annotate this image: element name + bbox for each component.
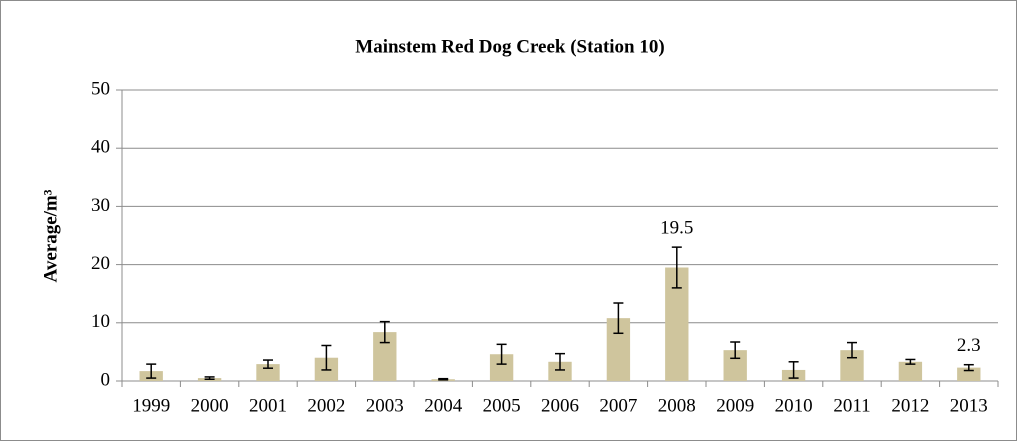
x-tick-label: 2005 <box>483 395 521 416</box>
x-tick-label: 2006 <box>541 395 579 416</box>
x-tick-label: 2013 <box>950 395 988 416</box>
bar <box>489 354 514 381</box>
x-tick-label: 2007 <box>599 395 637 416</box>
x-tick-label: 2000 <box>191 395 229 416</box>
y-tick-label: 0 <box>101 369 111 390</box>
x-tick-label: 2011 <box>833 395 870 416</box>
x-tick-label: 2008 <box>658 395 696 416</box>
bar <box>957 367 981 381</box>
y-tick-label: 40 <box>91 137 110 158</box>
data-label: 2.3 <box>957 335 981 356</box>
x-tick-label: 2002 <box>307 395 345 416</box>
bar <box>256 364 280 381</box>
bar <box>840 350 864 381</box>
y-tick-label: 10 <box>91 311 110 332</box>
x-tick-label: 2010 <box>775 395 813 416</box>
x-tick-label: 2004 <box>424 395 463 416</box>
bar <box>665 267 689 381</box>
x-tick-label: 2009 <box>716 395 754 416</box>
x-tick-label: 1999 <box>132 395 170 416</box>
bar <box>373 332 397 381</box>
x-tick-label: 2001 <box>249 395 287 416</box>
x-tick-label: 2003 <box>366 395 404 416</box>
y-tick-label: 50 <box>91 78 110 99</box>
bar <box>606 318 631 381</box>
bar <box>898 361 923 381</box>
y-tick-label: 30 <box>91 195 110 216</box>
y-axis-label: Average/m³ <box>40 189 61 282</box>
data-label: 19.5 <box>660 217 693 238</box>
x-tick-label: 2012 <box>891 395 929 416</box>
bar <box>548 361 572 381</box>
chart-title: Mainstem Red Dog Creek (Station 10) <box>355 36 664 57</box>
y-tick-label: 20 <box>91 253 110 274</box>
bar <box>723 350 747 381</box>
